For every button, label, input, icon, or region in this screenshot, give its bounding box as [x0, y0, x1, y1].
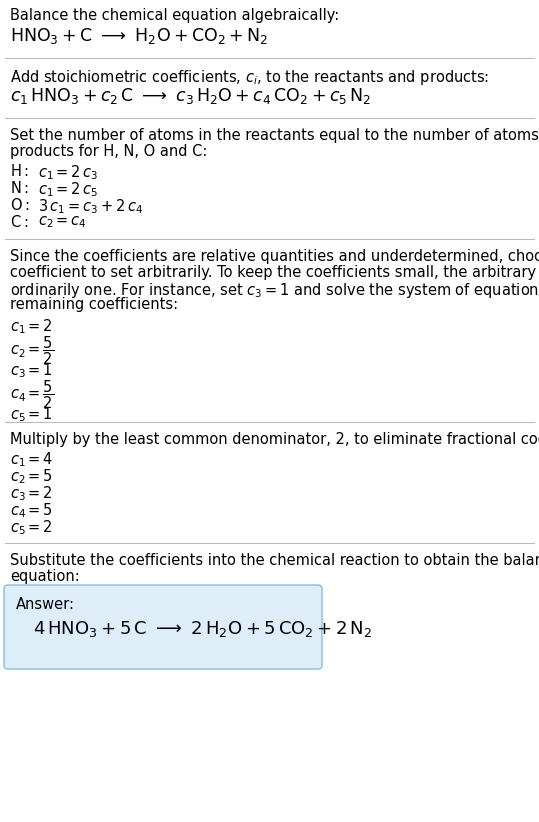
Text: Set the number of atoms in the reactants equal to the number of atoms in the: Set the number of atoms in the reactants… — [10, 128, 539, 143]
Text: $3\,c_1 = c_3 + 2\,c_4$: $3\,c_1 = c_3 + 2\,c_4$ — [38, 197, 143, 215]
Text: $\mathrm{HNO_3} + \mathrm{C}\ \longrightarrow\ \mathrm{H_2O} + \mathrm{CO_2} + \: $\mathrm{HNO_3} + \mathrm{C}\ \longright… — [10, 26, 268, 46]
Text: $c_1 = 2$: $c_1 = 2$ — [10, 317, 53, 335]
Text: $c_1 = 4$: $c_1 = 4$ — [10, 450, 53, 469]
Text: equation:: equation: — [10, 569, 80, 584]
Text: $4\,\mathrm{HNO_3} + 5\,\mathrm{C}\ \longrightarrow\ 2\,\mathrm{H_2O} + 5\,\math: $4\,\mathrm{HNO_3} + 5\,\mathrm{C}\ \lon… — [33, 619, 372, 639]
Text: $c_4 = 5$: $c_4 = 5$ — [10, 501, 53, 520]
Text: remaining coefficients:: remaining coefficients: — [10, 297, 178, 312]
Text: products for H, N, O and C:: products for H, N, O and C: — [10, 144, 208, 159]
Text: $\mathrm{N{:}}$: $\mathrm{N{:}}$ — [10, 180, 29, 196]
Text: $c_2 = 5$: $c_2 = 5$ — [10, 467, 53, 486]
Text: Substitute the coefficients into the chemical reaction to obtain the balanced: Substitute the coefficients into the che… — [10, 553, 539, 568]
Text: $\mathrm{H{:}}$: $\mathrm{H{:}}$ — [10, 163, 29, 179]
Text: $c_5 = 1$: $c_5 = 1$ — [10, 405, 53, 423]
Text: Add stoichiometric coefficients, $c_i$, to the reactants and products:: Add stoichiometric coefficients, $c_i$, … — [10, 68, 489, 87]
Text: Answer:: Answer: — [16, 597, 75, 612]
Text: $c_2 = \dfrac{5}{2}$: $c_2 = \dfrac{5}{2}$ — [10, 334, 54, 367]
Text: Since the coefficients are relative quantities and underdetermined, choose a: Since the coefficients are relative quan… — [10, 249, 539, 264]
Text: $c_1 = 2\,c_3$: $c_1 = 2\,c_3$ — [38, 163, 98, 182]
Text: $\mathrm{C{:}}$: $\mathrm{C{:}}$ — [10, 214, 29, 230]
Text: $c_2 = c_4$: $c_2 = c_4$ — [38, 214, 87, 229]
Text: $c_1\,\mathrm{HNO_3} + c_2\,\mathrm{C}\ \longrightarrow\ c_3\,\mathrm{H_2O} + c_: $c_1\,\mathrm{HNO_3} + c_2\,\mathrm{C}\ … — [10, 86, 371, 106]
Text: coefficient to set arbitrarily. To keep the coefficients small, the arbitrary va: coefficient to set arbitrarily. To keep … — [10, 265, 539, 280]
Text: $c_3 = 2$: $c_3 = 2$ — [10, 484, 53, 503]
Text: Balance the chemical equation algebraically:: Balance the chemical equation algebraica… — [10, 8, 339, 23]
Text: $c_3 = 1$: $c_3 = 1$ — [10, 361, 53, 380]
FancyBboxPatch shape — [4, 585, 322, 669]
Text: $c_5 = 2$: $c_5 = 2$ — [10, 518, 53, 537]
Text: $\mathrm{O{:}}$: $\mathrm{O{:}}$ — [10, 197, 30, 213]
Text: Multiply by the least common denominator, 2, to eliminate fractional coefficient: Multiply by the least common denominator… — [10, 432, 539, 447]
Text: $c_4 = \dfrac{5}{2}$: $c_4 = \dfrac{5}{2}$ — [10, 378, 54, 410]
Text: $c_1 = 2\,c_5$: $c_1 = 2\,c_5$ — [38, 180, 98, 199]
Text: ordinarily one. For instance, set $c_3 = 1$ and solve the system of equations fo: ordinarily one. For instance, set $c_3 =… — [10, 281, 539, 300]
